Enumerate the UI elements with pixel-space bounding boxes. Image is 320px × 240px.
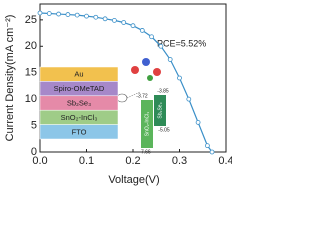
data-point — [112, 17, 117, 23]
band-bar — [154, 95, 166, 126]
y-tick-label: 15 — [25, 67, 37, 79]
particle — [131, 66, 139, 74]
y-tick-label: 0 — [31, 146, 37, 158]
data-point — [139, 28, 145, 33]
data-point — [84, 13, 89, 19]
layer-label: Au — [74, 70, 83, 79]
particle — [147, 75, 153, 81]
band-top: -3.72 — [136, 93, 148, 99]
data-point — [195, 120, 201, 125]
data-point — [209, 149, 215, 155]
data-point — [93, 14, 99, 20]
y-tick-label: 5 — [31, 119, 37, 131]
data-point — [56, 11, 61, 17]
data-point — [121, 20, 127, 25]
data-point — [46, 11, 52, 16]
y-tick-label: 10 — [25, 93, 37, 105]
pce-annotation: PCE=5.52% — [157, 38, 206, 48]
x-tick-label: 0.0 — [32, 155, 47, 167]
x-tick-label: 0.1 — [79, 155, 94, 167]
band-top: -3.85 — [157, 88, 169, 94]
x-tick-label: 0.2 — [125, 155, 140, 167]
particle — [153, 68, 161, 76]
data-point — [74, 12, 80, 18]
chart: PCE=5.52% Voltage(V) Current Density(mA … — [4, 3, 234, 186]
data-point — [167, 57, 173, 62]
device-layer — [39, 124, 119, 140]
data-point — [149, 34, 155, 40]
band-bar — [141, 100, 153, 148]
band-bottom: -7.66 — [139, 149, 151, 155]
data-point — [158, 43, 164, 49]
data-point — [177, 75, 182, 81]
layer-label: Spiro-OMeTAD — [54, 84, 105, 93]
x-tick-label: 0.4 — [218, 155, 232, 167]
band-label: Sb₂Se₃ — [157, 102, 163, 118]
y-tick-label: 25 — [25, 14, 37, 26]
y-axis-label: Current Density(mA cm⁻²) — [4, 15, 16, 142]
data-point — [65, 12, 71, 17]
data-point — [37, 10, 43, 16]
x-axis-label: Voltage(V) — [108, 174, 159, 186]
band-bottom: -5.05 — [158, 127, 170, 133]
y-tick-label: 20 — [25, 40, 37, 52]
x-tick-label: 0.3 — [172, 155, 187, 167]
particle — [142, 58, 150, 66]
band-label: SnO₂-InCl₃ — [144, 112, 150, 137]
data-point — [186, 96, 192, 102]
zoom-circle — [116, 93, 128, 103]
layer-label: SnO₂-InCl₃ — [61, 113, 98, 122]
data-point — [204, 143, 210, 149]
layer-label: Sb₂Se₃ — [67, 98, 91, 107]
layer-label: FTO — [72, 127, 87, 136]
data-point — [130, 23, 136, 29]
data-point — [102, 16, 108, 22]
